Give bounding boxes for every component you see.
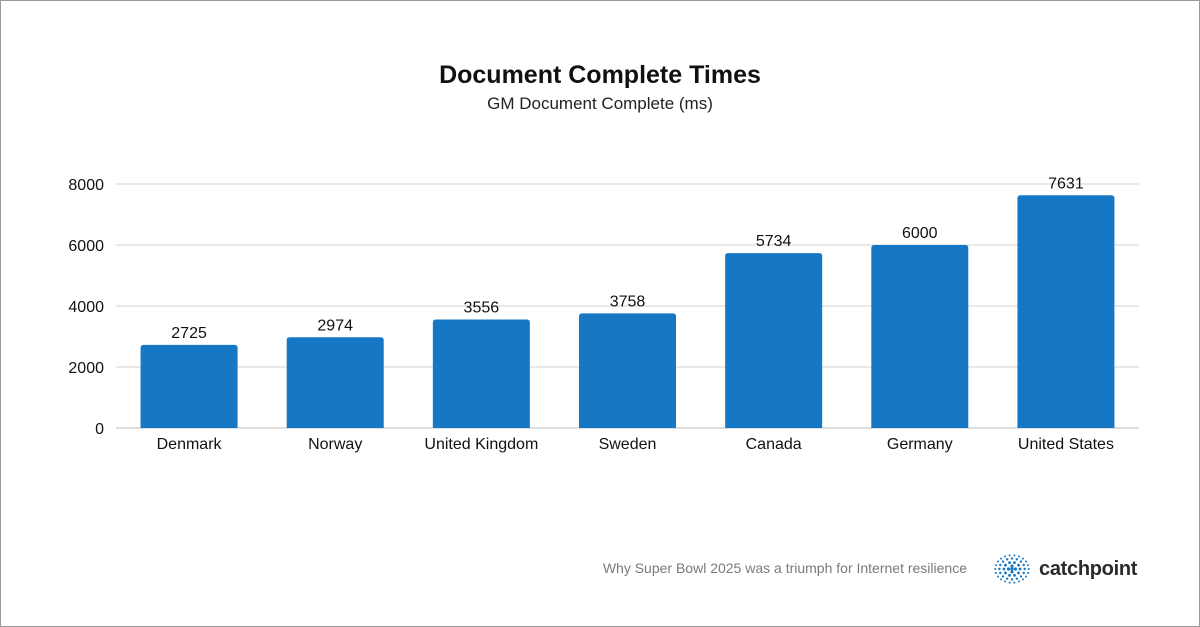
data-label: 3556 — [464, 300, 500, 317]
x-category-label: Norway — [308, 436, 362, 453]
y-tick-label: 2000 — [68, 360, 104, 377]
brand-name: catchpoint — [1039, 557, 1138, 580]
bar-united-kingdom — [432, 319, 530, 428]
bar-sweden — [579, 313, 676, 428]
bar-norway — [286, 337, 384, 428]
brand-logo: catchpoint — [993, 554, 1137, 584]
bar-canada — [725, 253, 823, 428]
x-axis-categories: Denmark Norway United Kingdom Sweden Canada G… — [157, 436, 1114, 453]
data-label: 2974 — [317, 317, 353, 334]
bar-denmark — [140, 344, 238, 428]
x-category-label: Canada — [746, 436, 802, 453]
chart-title: Document Complete Times — [439, 61, 761, 89]
x-category-label: United Kingdom — [424, 436, 538, 453]
data-label: 6000 — [902, 225, 938, 242]
footer-caption: Why Super Bowl 2025 was a triumph for In… — [602, 560, 967, 576]
x-category-label: United States — [1018, 436, 1114, 453]
bar-germany — [871, 245, 969, 428]
y-tick-label: 6000 — [68, 238, 104, 255]
data-label: 3758 — [610, 293, 646, 310]
x-category-label: Sweden — [599, 436, 657, 453]
data-labels: 2725 2974 3556 3758 5734 6000 7631 — [171, 175, 1084, 342]
catchpoint-dots-icon — [994, 554, 1030, 584]
data-label: 2725 — [171, 325, 207, 342]
y-tick-label: 8000 — [68, 177, 104, 194]
y-axis-ticks: 0 2000 4000 6000 8000 — [68, 177, 104, 438]
data-label: 5734 — [756, 233, 792, 250]
y-tick-label: 4000 — [68, 299, 104, 316]
x-category-label: Germany — [887, 436, 953, 453]
bars — [140, 195, 1115, 428]
bar-united-states — [1017, 195, 1115, 428]
x-category-label: Denmark — [157, 436, 223, 453]
y-tick-label: 0 — [95, 421, 104, 438]
data-label: 7631 — [1048, 175, 1084, 192]
chart-subtitle: GM Document Complete (ms) — [487, 94, 713, 113]
